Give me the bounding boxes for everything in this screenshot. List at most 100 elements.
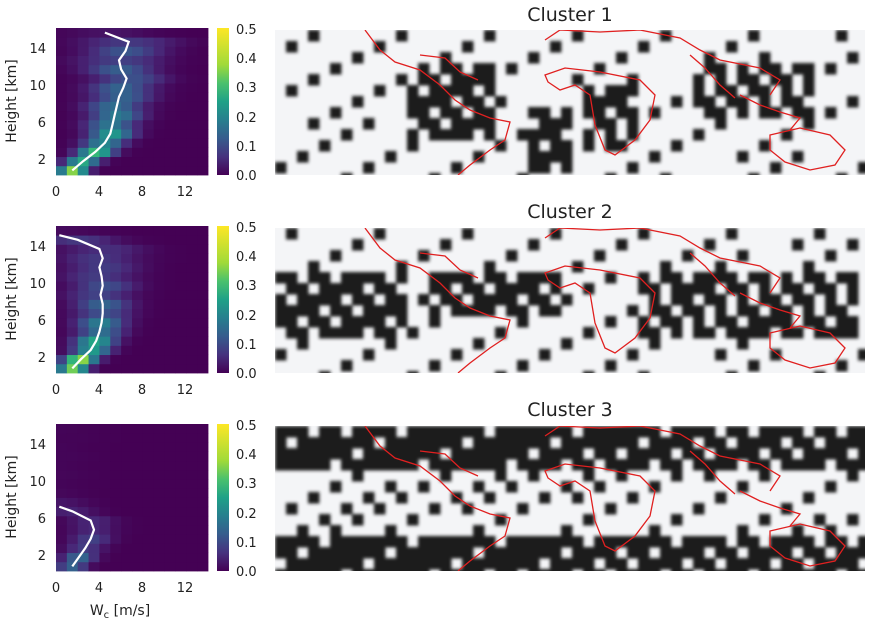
- map-cell: [341, 536, 353, 548]
- map-cell: [770, 349, 782, 361]
- colorbar-tick: 0.1: [236, 536, 257, 551]
- heatmap-cell: [175, 469, 187, 480]
- map-cell: [627, 129, 639, 141]
- map-cell: [748, 558, 760, 570]
- heatmap-cell: [132, 64, 144, 75]
- map-cell: [836, 327, 848, 339]
- map-cell: [385, 448, 397, 460]
- map-cell: [682, 536, 694, 548]
- map-cell: [737, 305, 749, 317]
- heatmap-cell: [88, 253, 100, 264]
- heatmap-cell: [153, 165, 165, 176]
- map-cell: [737, 481, 749, 493]
- heatmap-cell: [66, 552, 79, 563]
- heatmap-cell: [132, 165, 144, 176]
- map-cell: [297, 327, 309, 339]
- heatmap-cell: [142, 552, 155, 563]
- map-cell: [605, 448, 617, 460]
- heatmap-cell: [121, 488, 133, 498]
- heatmap-cell: [99, 479, 111, 489]
- heatmap-cell: [56, 497, 68, 508]
- map-cell: [319, 437, 331, 449]
- map-cell: [770, 305, 782, 317]
- heatmap-cell: [99, 262, 111, 273]
- map-cell: [704, 63, 716, 75]
- map-cell: [286, 536, 298, 548]
- heatmap-cell: [164, 46, 176, 56]
- map-cell: [649, 437, 661, 449]
- map-cell: [715, 547, 727, 559]
- map-cell: [583, 558, 595, 570]
- map-cell: [627, 85, 639, 97]
- heatmap-cell: [186, 552, 198, 563]
- heatmap-cell: [132, 28, 144, 38]
- map-cell: [803, 492, 815, 504]
- heatmap-cell: [66, 73, 79, 84]
- map-cell: [352, 547, 364, 559]
- heatmap-cell: [197, 479, 209, 489]
- heatmap-cell: [197, 561, 209, 572]
- heatmap-cell: [153, 147, 165, 158]
- heatmap-cell: [164, 345, 176, 356]
- map-cell: [748, 30, 760, 42]
- heatmap-cell: [110, 253, 122, 264]
- map-cell: [385, 305, 397, 317]
- map-cell: [836, 305, 848, 317]
- heatmap-cell: [132, 488, 144, 498]
- map-cell: [792, 426, 804, 438]
- heatmap-cell: [132, 83, 144, 93]
- heatmap-cell: [175, 299, 187, 310]
- map-cell: [308, 30, 320, 42]
- map-cell: [792, 63, 804, 75]
- map-cell: [605, 459, 617, 471]
- map-cell: [781, 129, 793, 141]
- map-cell: [616, 536, 628, 548]
- heatmap-cell: [153, 442, 165, 452]
- map-cell: [726, 448, 738, 460]
- heatmap-cell: [153, 515, 165, 526]
- heatmap-cell: [164, 235, 176, 245]
- heatmap-cell: [110, 534, 122, 544]
- heatmap-cell: [132, 281, 144, 291]
- heatmap-cell: [142, 424, 155, 434]
- heatmap-cell: [66, 253, 79, 264]
- heatmap-cell: [121, 363, 133, 374]
- map-cell: [429, 118, 441, 130]
- map-cell: [407, 569, 419, 571]
- map-cell: [792, 558, 804, 570]
- map-cell: [660, 261, 672, 273]
- heatmap-cell: [175, 424, 187, 434]
- map-cell: [517, 536, 529, 548]
- heatmap-cell: [77, 64, 89, 75]
- map-cell: [396, 294, 408, 306]
- heatmap-cell: [56, 92, 68, 102]
- heatmap-cell: [197, 92, 209, 102]
- heatmap-cell: [110, 271, 122, 282]
- map-cell: [539, 129, 551, 141]
- heatmap-cell: [197, 101, 209, 112]
- map-cell: [528, 52, 540, 64]
- map-cell: [330, 437, 342, 449]
- map-cell: [781, 558, 793, 570]
- map-cell: [506, 305, 518, 317]
- map-cell: [363, 272, 375, 284]
- map-cell: [451, 129, 463, 141]
- map-cell: [297, 536, 309, 548]
- heatmap-cell: [77, 534, 89, 544]
- map-cell: [451, 305, 463, 317]
- heatmap-cell: [66, 156, 79, 167]
- heatmap-cell: [56, 244, 68, 254]
- map-cell: [286, 426, 298, 438]
- heatmap-cell: [121, 226, 133, 236]
- map-cell: [506, 426, 518, 438]
- heatmap-cell: [175, 479, 187, 489]
- heatmap-cell: [186, 424, 198, 434]
- heatmap-cell: [99, 244, 111, 254]
- map-cell: [352, 426, 364, 438]
- map-cell: [517, 129, 529, 141]
- map-cell: [440, 129, 452, 141]
- map-cell: [363, 305, 375, 317]
- map-cell: [539, 294, 551, 306]
- map-cell: [671, 294, 683, 306]
- map-cell: [396, 558, 408, 570]
